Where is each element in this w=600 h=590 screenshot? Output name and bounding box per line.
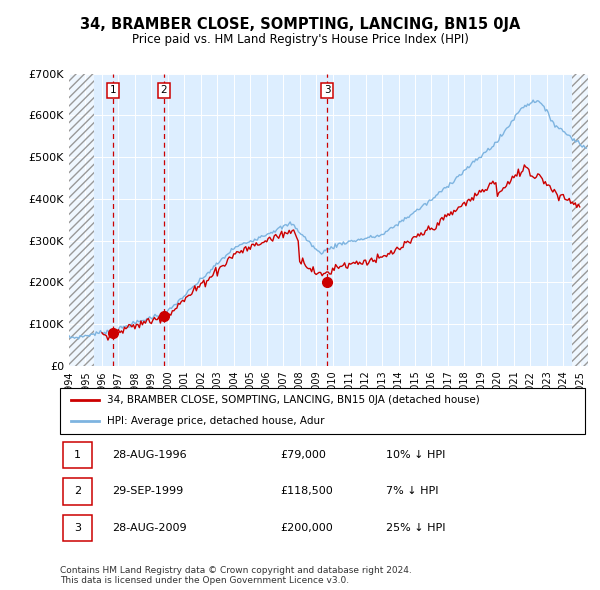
Text: £200,000: £200,000 bbox=[281, 523, 333, 533]
Text: HPI: Average price, detached house, Adur: HPI: Average price, detached house, Adur bbox=[107, 416, 325, 426]
Text: 28-AUG-1996: 28-AUG-1996 bbox=[113, 450, 187, 460]
FancyBboxPatch shape bbox=[62, 441, 91, 468]
Text: 2: 2 bbox=[74, 486, 81, 496]
Text: £118,500: £118,500 bbox=[281, 486, 333, 496]
Text: 7% ↓ HPI: 7% ↓ HPI bbox=[386, 486, 438, 496]
Text: 2: 2 bbox=[160, 86, 167, 96]
Text: Price paid vs. HM Land Registry's House Price Index (HPI): Price paid vs. HM Land Registry's House … bbox=[131, 33, 469, 46]
Text: 3: 3 bbox=[74, 523, 81, 533]
Text: Contains HM Land Registry data © Crown copyright and database right 2024.
This d: Contains HM Land Registry data © Crown c… bbox=[60, 566, 412, 585]
Text: 1: 1 bbox=[74, 450, 81, 460]
Text: 34, BRAMBER CLOSE, SOMPTING, LANCING, BN15 0JA (detached house): 34, BRAMBER CLOSE, SOMPTING, LANCING, BN… bbox=[107, 395, 480, 405]
FancyBboxPatch shape bbox=[62, 478, 91, 505]
Text: 1: 1 bbox=[110, 86, 116, 96]
Text: 29-SEP-1999: 29-SEP-1999 bbox=[113, 486, 184, 496]
Text: 25% ↓ HPI: 25% ↓ HPI bbox=[386, 523, 445, 533]
FancyBboxPatch shape bbox=[62, 514, 91, 542]
Text: 28-AUG-2009: 28-AUG-2009 bbox=[113, 523, 187, 533]
FancyBboxPatch shape bbox=[60, 388, 585, 434]
Text: 34, BRAMBER CLOSE, SOMPTING, LANCING, BN15 0JA: 34, BRAMBER CLOSE, SOMPTING, LANCING, BN… bbox=[80, 17, 520, 31]
Text: 3: 3 bbox=[324, 86, 331, 96]
Text: £79,000: £79,000 bbox=[281, 450, 326, 460]
Text: 10% ↓ HPI: 10% ↓ HPI bbox=[386, 450, 445, 460]
